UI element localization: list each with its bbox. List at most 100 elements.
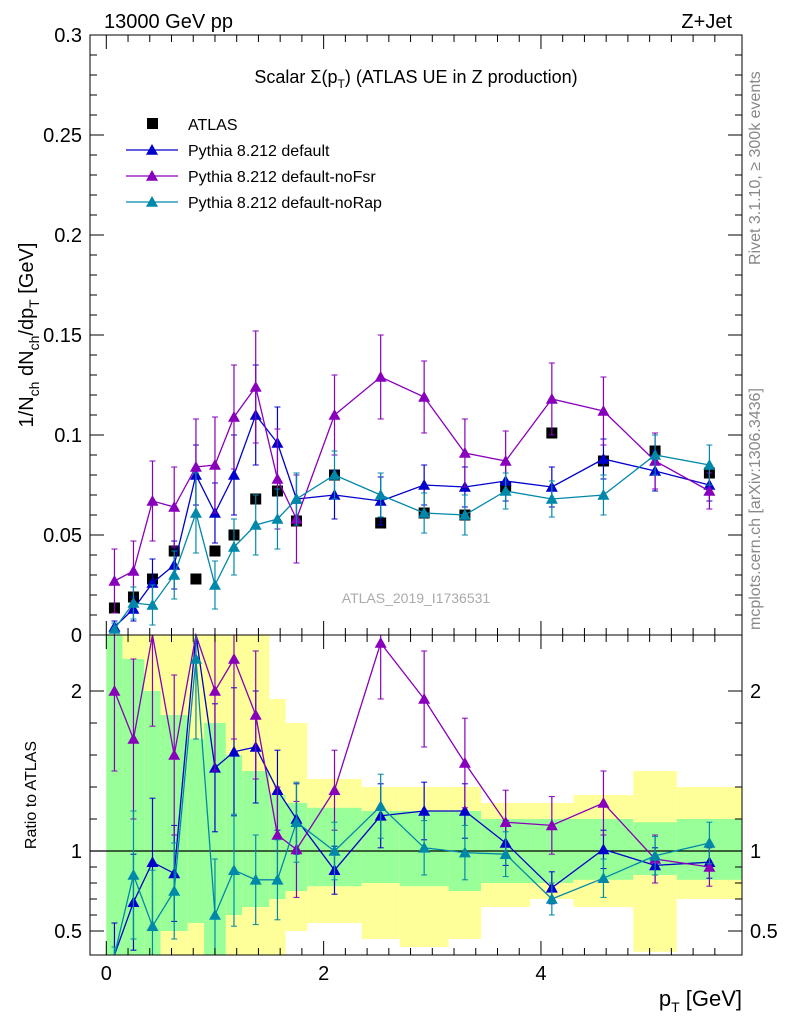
series-point	[271, 513, 284, 524]
ratio-series-point	[108, 685, 121, 696]
y-tick-label: 0	[71, 625, 82, 647]
rivet-label: Rivet 3.1.10, ≥ 300k events	[747, 71, 764, 265]
y-tick-label: 0.1	[54, 425, 82, 447]
ratio-series-point	[208, 909, 221, 920]
atlas-data-point	[190, 573, 202, 585]
uncertainty-band-inner	[204, 723, 226, 955]
series-point	[168, 569, 181, 580]
ratio-series-point	[499, 848, 512, 859]
legend-label: Pythia 8.212 default	[188, 143, 330, 160]
ratio-series-point	[146, 920, 159, 931]
uncertainty-band-inner	[106, 635, 123, 955]
legend-marker	[146, 170, 158, 181]
ratio-series-point	[208, 685, 221, 696]
series-point	[189, 461, 202, 472]
ratio-y-tick-label: 1	[71, 841, 82, 863]
series-point	[127, 565, 140, 576]
ratio-series-point	[249, 873, 262, 885]
ratio-series-point	[328, 845, 341, 856]
chart-title: Scalar Σ(pT) (ATLAS UE in Z production)	[254, 67, 577, 91]
ratio-y-tick-label: 2	[71, 681, 82, 703]
ratio-series-point	[168, 885, 181, 896]
x-axis-label: pT [GeV]	[659, 986, 742, 1015]
ratio-series-point	[597, 843, 610, 855]
series-point	[499, 485, 512, 496]
main-plot-panel: 0 0.05 0.1 0.15 0.2 0.25 0.3 Scalar Σ(pT) (ATL…	[16, 25, 743, 647]
ratio-series-point	[418, 693, 431, 704]
x-tick-label: 0	[101, 963, 112, 985]
analysis-watermark: ATLAS_2019_I1736531	[342, 590, 491, 606]
series-line	[114, 376, 710, 582]
ratio-y-tick-label-right: 2	[750, 681, 761, 703]
uncertainty-band-inner	[187, 739, 205, 923]
ratio-series-point	[703, 837, 716, 848]
series-point	[597, 405, 610, 416]
series-point	[597, 453, 610, 464]
atlas-data-point	[209, 545, 221, 557]
y-tick-label: 0.3	[54, 25, 82, 47]
series-point	[249, 381, 262, 392]
legend-marker	[146, 144, 158, 155]
ratio-y-tick-label: 0.5	[54, 921, 82, 943]
ratio-series-point	[271, 829, 284, 840]
ratio-series-point	[189, 653, 202, 664]
ratio-series-point	[703, 861, 716, 872]
series-point	[108, 575, 121, 586]
ratio-series-point	[271, 873, 284, 885]
ratio-series-point	[499, 816, 512, 827]
ratio-series-point	[418, 805, 431, 816]
y-tick-label: 0.15	[43, 325, 82, 347]
series-point	[249, 519, 262, 530]
series-point	[418, 391, 431, 402]
ratio-series-point	[374, 637, 387, 648]
series-point	[227, 411, 240, 422]
series-point	[146, 495, 159, 506]
series-point	[328, 469, 341, 480]
series-point	[208, 579, 221, 590]
ratio-series-point	[168, 749, 181, 760]
legend: ATLAS Pythia 8.212 default Pythia 8.212 de…	[126, 117, 382, 212]
ratio-series-point	[374, 800, 387, 811]
ratio-series-point	[458, 805, 471, 816]
series-point	[545, 393, 558, 404]
series-point	[458, 447, 471, 458]
ratio-series-point	[249, 709, 262, 720]
ratio-series-point	[597, 797, 610, 808]
x-tick-label: 2	[318, 963, 329, 985]
series-point	[374, 489, 387, 500]
legend-label: ATLAS	[188, 117, 238, 134]
legend-label: Pythia 8.212 default-noRap	[188, 195, 382, 212]
series-point	[208, 459, 221, 470]
series-point	[703, 459, 716, 470]
ratio-series-point	[127, 869, 140, 880]
series-point	[499, 455, 512, 466]
ratio-series-point	[146, 856, 159, 867]
series-point	[168, 501, 181, 512]
ratio-series-point	[458, 757, 471, 768]
series-point	[418, 507, 431, 518]
ratio-series-point	[545, 893, 558, 904]
legend-marker	[146, 196, 158, 207]
header-right: Z+Jet	[681, 11, 732, 33]
ratio-y-axis-label: Ratio to ATLAS	[23, 741, 40, 849]
ratio-series-point	[227, 745, 240, 757]
mcplots-label: mcplots.cern.ch [arXiv:1306.3436]	[747, 388, 764, 630]
series-point	[703, 485, 716, 496]
ratio-series-point	[227, 864, 240, 875]
series-point	[127, 597, 140, 608]
y-tick-label: 0.25	[43, 125, 82, 147]
ratio-series-point	[649, 849, 662, 861]
ratio-series-point	[545, 819, 558, 831]
legend-label: Pythia 8.212 default-noFsr	[188, 169, 376, 186]
series-point	[227, 541, 240, 552]
legend-marker	[147, 118, 158, 129]
ratio-series-point	[458, 846, 471, 858]
ratio-series-point	[328, 784, 341, 795]
series-point	[290, 493, 303, 504]
ratio-series-point	[418, 841, 431, 853]
series-point	[418, 479, 431, 490]
main-y-axis-label: 1/Nch dNch/dpT [GeV]	[16, 243, 42, 428]
ratio-series-point	[290, 816, 303, 827]
series-point	[374, 371, 387, 382]
series-point	[227, 469, 240, 480]
